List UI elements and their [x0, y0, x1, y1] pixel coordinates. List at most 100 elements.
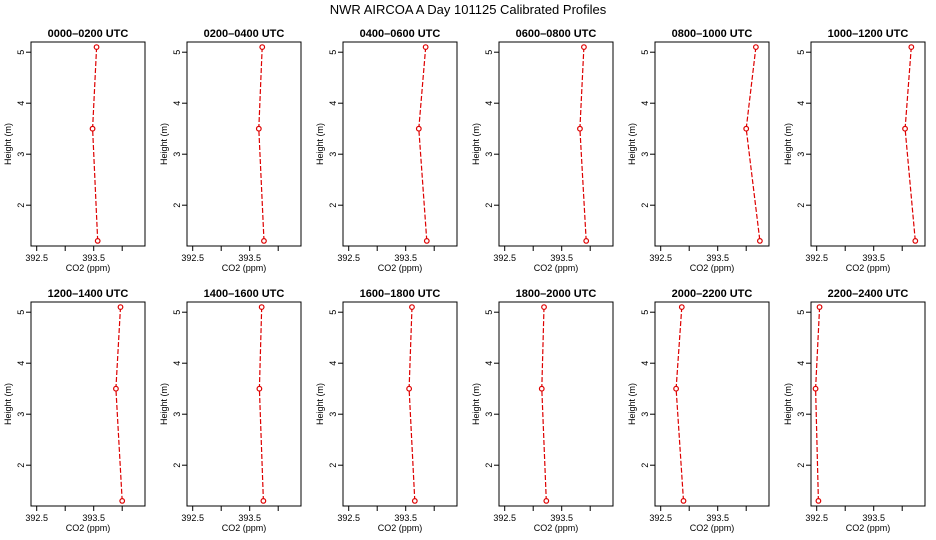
y-tick-label: 4 [328, 361, 338, 366]
y-tick-label: 3 [640, 412, 650, 417]
x-tick-label: 393.5 [394, 253, 417, 263]
panel-title: 2200–2400 UTC [828, 288, 909, 300]
x-axis-label: CO2 (ppm) [222, 263, 267, 273]
data-point [815, 498, 822, 504]
y-tick-label: 5 [484, 310, 494, 315]
y-tick-label: 3 [172, 152, 182, 157]
data-point [260, 498, 267, 504]
profile-line [418, 47, 428, 241]
plot-frame [810, 301, 926, 507]
x-tick-label: 393.5 [706, 253, 729, 263]
data-point [89, 125, 96, 132]
x-axis-label: CO2 (ppm) [846, 523, 891, 533]
profile-line [675, 307, 685, 501]
x-tick-label: 392.5 [337, 513, 360, 523]
data-point [119, 498, 126, 504]
y-tick-label: 3 [484, 152, 494, 157]
plot-frame [342, 301, 458, 507]
y-tick-label: 4 [484, 101, 494, 106]
y-tick-label: 4 [796, 361, 806, 366]
y-tick-label: 5 [172, 310, 182, 315]
y-tick-label: 4 [16, 361, 26, 366]
plot-frame [810, 41, 926, 247]
x-axis-label: CO2 (ppm) [534, 523, 579, 533]
x-axis-label: CO2 (ppm) [222, 523, 267, 533]
data-point [541, 304, 547, 311]
x-tick-label: 392.5 [181, 513, 204, 523]
data-point [538, 385, 545, 392]
y-tick-label: 2 [16, 203, 26, 208]
y-tick-label: 3 [640, 152, 650, 157]
y-tick-label: 5 [328, 50, 338, 55]
plot-frame [186, 41, 302, 247]
y-axis-label: Height (m) [3, 123, 13, 165]
x-tick-label: 392.5 [805, 253, 828, 263]
y-tick-label: 4 [172, 361, 182, 366]
data-point [743, 125, 750, 132]
panel-title: 1800–2000 UTC [516, 288, 597, 300]
y-tick-label: 2 [796, 463, 806, 468]
y-tick-label: 3 [16, 152, 26, 157]
y-tick-label: 5 [640, 310, 650, 315]
x-tick-label: 393.5 [82, 253, 105, 263]
x-tick-label: 393.5 [862, 253, 885, 263]
data-point [93, 44, 100, 50]
x-axis-label: CO2 (ppm) [690, 263, 735, 273]
panel-title: 1000–1200 UTC [828, 28, 909, 40]
data-point [259, 44, 266, 50]
x-tick-label: 392.5 [805, 513, 828, 523]
y-tick-label: 2 [484, 203, 494, 208]
x-axis-label: CO2 (ppm) [846, 263, 891, 273]
panel-title: 0800–1000 UTC [672, 28, 753, 40]
data-point [406, 385, 413, 392]
y-axis-label: Height (m) [627, 383, 637, 425]
x-tick-label: 392.5 [337, 253, 360, 263]
x-tick-label: 393.5 [238, 513, 261, 523]
profile-line [579, 47, 587, 241]
data-point [422, 44, 429, 50]
y-tick-label: 4 [172, 101, 182, 106]
data-point [812, 385, 819, 392]
profile-line [541, 307, 547, 501]
panel-title: 0600–0800 UTC [516, 28, 597, 40]
y-tick-label: 2 [328, 203, 338, 208]
plot-frame [498, 301, 614, 507]
x-tick-label: 393.5 [706, 513, 729, 523]
y-tick-label: 3 [484, 412, 494, 417]
y-axis-label: Height (m) [315, 123, 325, 165]
y-axis-label: Height (m) [471, 383, 481, 425]
profile-line [115, 307, 123, 501]
y-tick-label: 4 [328, 101, 338, 106]
x-axis-label: CO2 (ppm) [66, 523, 111, 533]
y-tick-label: 5 [328, 310, 338, 315]
data-point [902, 125, 908, 132]
y-tick-label: 5 [172, 50, 182, 55]
y-tick-label: 4 [16, 101, 26, 106]
plot-frame [498, 41, 614, 247]
data-point [577, 125, 583, 132]
plot-frame [654, 301, 770, 507]
y-tick-label: 4 [484, 361, 494, 366]
panel-title: 1400–1600 UTC [204, 288, 285, 300]
profile-line [904, 47, 916, 241]
data-point [113, 385, 119, 392]
profile-line [408, 307, 416, 501]
data-point [908, 44, 915, 50]
y-tick-label: 2 [172, 463, 182, 468]
y-axis-label: Height (m) [471, 123, 481, 165]
x-axis-label: CO2 (ppm) [378, 523, 423, 533]
data-point [411, 498, 418, 504]
y-tick-label: 2 [640, 203, 650, 208]
plot-frame [186, 301, 302, 507]
x-tick-label: 392.5 [649, 513, 672, 523]
y-axis-label: Height (m) [3, 383, 13, 425]
x-tick-label: 393.5 [550, 253, 573, 263]
data-point [680, 498, 687, 504]
